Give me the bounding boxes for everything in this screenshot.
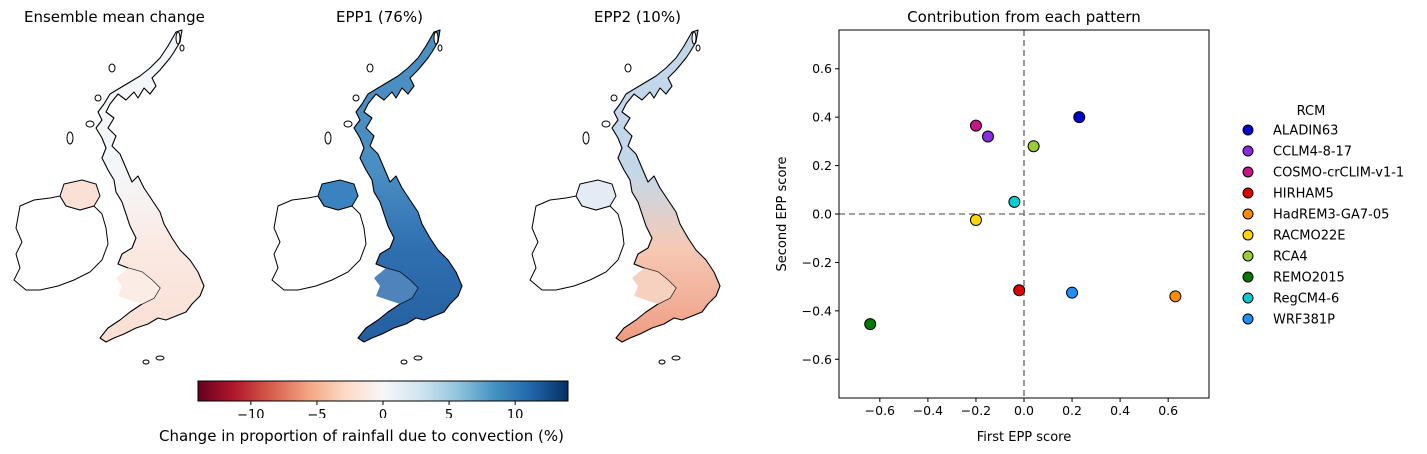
- legend-label: WRF381P: [1273, 313, 1335, 328]
- island-outline: [343, 120, 353, 128]
- wales-region: [374, 268, 418, 304]
- legend-marker: [1242, 292, 1254, 304]
- map-title-epp2: EPP2 (10%): [594, 8, 681, 26]
- y-tick-label: 0.2: [812, 158, 832, 173]
- island-outline: [433, 31, 439, 45]
- island-outline: [366, 63, 374, 73]
- legend-label: ALADIN63: [1273, 124, 1338, 139]
- y-tick-label: 0.0: [812, 207, 832, 222]
- point-cosmo-crclim-v1-1: [969, 119, 982, 132]
- island-outline: [413, 355, 423, 361]
- island-outline: [175, 31, 181, 45]
- colorbar-tick-label: −10: [237, 408, 264, 418]
- scatter-chart: Contribution from each pattern −0.6 −0.4 −0…: [775, 8, 1404, 445]
- island-outline: [601, 120, 611, 128]
- x-tick-label: −0.6: [865, 403, 895, 418]
- island-outline: [610, 94, 618, 102]
- legend-marker: [1242, 229, 1254, 241]
- y-tick-label: −0.4: [802, 303, 832, 318]
- colorbar-tick-label: −5: [307, 408, 326, 418]
- point-aladin63: [1073, 111, 1086, 124]
- colorbar-tick-label: 0: [379, 408, 387, 418]
- northern-ireland-region: [317, 179, 359, 211]
- colorbar-tick-label: 10: [507, 408, 524, 418]
- legend-marker: [1242, 313, 1254, 325]
- island-outline: [155, 355, 165, 361]
- map-epp2: [529, 29, 721, 365]
- point-hirham5: [1013, 284, 1026, 297]
- y-tick-label: −0.6: [802, 352, 832, 367]
- legend-marker: [1242, 166, 1254, 178]
- island-outline: [624, 63, 632, 73]
- legend-label: REMO2015: [1273, 271, 1345, 286]
- wales-region: [632, 268, 676, 304]
- legend-title: RCM: [1297, 104, 1326, 119]
- island-outline: [671, 355, 681, 361]
- island-outline: [582, 131, 590, 145]
- island-outline: [437, 44, 443, 52]
- island-outline: [142, 359, 150, 365]
- point-remo2015: [864, 318, 877, 331]
- island-outline: [108, 63, 116, 73]
- ireland-outline: [13, 195, 109, 291]
- point-cclm4-8-17: [981, 130, 994, 143]
- ireland-outline: [271, 195, 367, 291]
- point-wrf381p: [1066, 286, 1079, 299]
- point-rca4: [1027, 140, 1040, 153]
- legend-marker: [1242, 208, 1254, 220]
- island-outline: [66, 131, 74, 145]
- island-outline: [94, 94, 102, 102]
- island-outline: [324, 131, 332, 145]
- x-axis-label: First EPP score: [977, 430, 1071, 445]
- island-outline: [691, 31, 697, 45]
- legend-label: CCLM4-8-17: [1273, 145, 1352, 160]
- x-tick-label: 0.0: [1014, 403, 1034, 418]
- map-epp1: [271, 29, 463, 365]
- island-outline: [179, 44, 185, 52]
- legend-marker: [1242, 124, 1254, 136]
- northern-ireland-region: [59, 179, 101, 211]
- island-outline: [352, 94, 360, 102]
- legend-marker: [1242, 145, 1254, 157]
- legend-label: HIRHAM5: [1273, 187, 1334, 202]
- legend-marker: [1242, 271, 1254, 283]
- y-tick-label: −0.2: [802, 255, 832, 270]
- map-title-mean: Ensemble mean change: [24, 8, 205, 26]
- legend-label: HadREM3-GA7-05: [1273, 208, 1389, 223]
- point-regcm4-6: [1008, 195, 1021, 208]
- northern-ireland-region: [575, 179, 617, 211]
- map-ensemble-mean: [13, 29, 205, 365]
- ireland-outline: [529, 195, 625, 291]
- legend-label: RACMO22E: [1273, 229, 1345, 244]
- colorbar-label: Change in proportion of rainfall due to …: [159, 427, 564, 445]
- map-title-epp1: EPP1 (76%): [336, 8, 423, 26]
- chart-title: Contribution from each pattern: [907, 8, 1141, 26]
- x-tick-label: −0.2: [961, 403, 991, 418]
- colorbar-gradient: [197, 380, 569, 402]
- great-britain-region: [353, 29, 463, 343]
- legend-marker: [1242, 250, 1254, 262]
- legend-label: RegCM4-6: [1273, 292, 1339, 307]
- point-hadrem3-ga7-05: [1169, 290, 1182, 303]
- island-outline: [695, 44, 701, 52]
- legend-label: RCA4: [1273, 250, 1308, 265]
- y-axis-label: Second EPP score: [775, 157, 790, 272]
- y-tick-label: 0.4: [812, 110, 832, 125]
- point-racmo22e: [969, 214, 982, 227]
- legend-marker: [1242, 187, 1254, 199]
- x-tick-label: 0.2: [1062, 403, 1082, 418]
- island-outline: [400, 359, 408, 365]
- x-tick-label: 0.4: [1110, 403, 1130, 418]
- colorbar-tick-label: 5: [445, 408, 453, 418]
- x-tick-label: 0.6: [1158, 403, 1178, 418]
- island-outline: [85, 120, 95, 128]
- wales-region: [116, 268, 160, 304]
- great-britain-region: [95, 29, 205, 343]
- y-tick-label: 0.6: [812, 61, 832, 76]
- island-outline: [658, 359, 666, 365]
- colorbar: −10 −5 0 5 10: [197, 380, 569, 418]
- legend-label: COSMO-crCLIM-v1-1: [1273, 166, 1404, 181]
- great-britain-region: [611, 29, 721, 343]
- x-tick-label: −0.4: [913, 403, 943, 418]
